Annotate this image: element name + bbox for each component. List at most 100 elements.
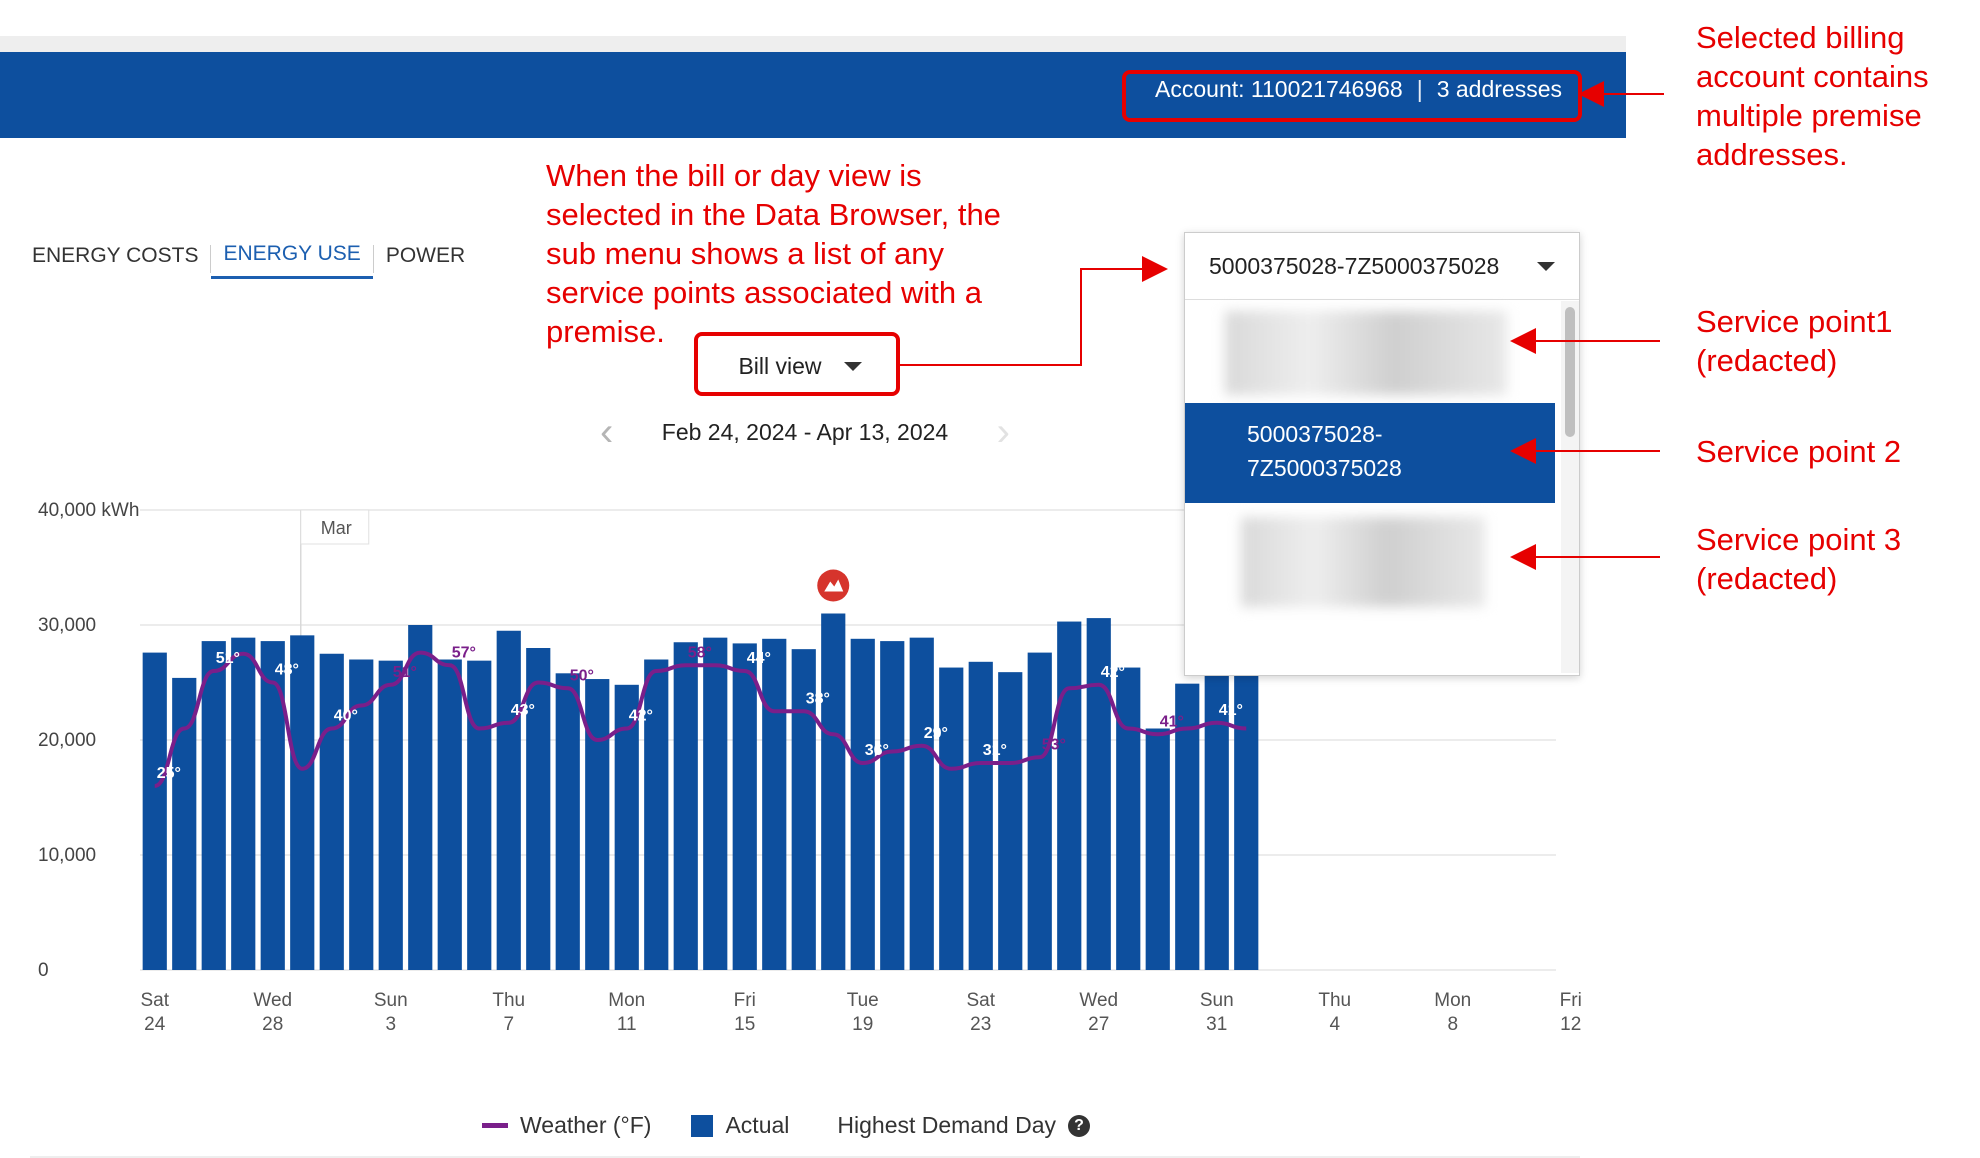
- y-tick-label: 40,000 kWh: [38, 500, 139, 521]
- chart-bar: [968, 661, 993, 970]
- x-tick-day: Sun: [374, 990, 408, 1011]
- x-tick-date: 24: [144, 1014, 166, 1035]
- account-indicator[interactable]: Account: 110021746968 | 3 addresses: [1155, 76, 1562, 103]
- chart-bar: [673, 642, 698, 970]
- service-point-2-option[interactable]: 5000375028- 7Z5000375028: [1185, 403, 1555, 503]
- x-tick-day: Thu: [1318, 990, 1351, 1011]
- x-tick-date: 8: [1447, 1014, 1458, 1035]
- date-range-nav: ‹ Feb 24, 2024 - Apr 13, 2024 ›: [600, 412, 1010, 452]
- legend-actual[interactable]: Actual: [691, 1112, 789, 1139]
- y-tick-label: 0: [38, 960, 49, 981]
- view-select-value: Bill view: [738, 352, 822, 379]
- service-point-3-redacted[interactable]: [1241, 517, 1485, 607]
- dropdown-scroll-thumb[interactable]: [1565, 307, 1575, 437]
- x-tick-date: 31: [1206, 1014, 1227, 1035]
- temperature-label: 50°: [570, 667, 594, 684]
- x-tick-date: 3: [385, 1014, 396, 1035]
- x-tick-date: 12: [1560, 1014, 1581, 1035]
- chart-bar: [290, 635, 315, 970]
- chart-bar: [1057, 621, 1082, 970]
- x-tick-date: 23: [970, 1014, 991, 1035]
- x-tick-date: 15: [734, 1014, 755, 1035]
- tab-power[interactable]: POWER: [385, 243, 466, 267]
- arrow-sp3-head: [1510, 544, 1536, 570]
- temperature-label: 51°: [393, 664, 417, 681]
- chart-bar: [850, 638, 875, 970]
- annotation-submenu: When the bill or day view is selected in…: [546, 158, 1001, 349]
- arrow-dropdown-head: [1142, 256, 1168, 282]
- legend-highest-demand[interactable]: Highest Demand Day ?: [837, 1112, 1091, 1139]
- x-tick-date: 19: [852, 1014, 873, 1035]
- service-point-1-redacted[interactable]: [1225, 311, 1507, 395]
- chart-bar: [1145, 728, 1170, 970]
- x-tick-date: 28: [262, 1014, 283, 1035]
- legend-weather-label: Weather (°F): [520, 1112, 652, 1138]
- view-select[interactable]: Bill view: [704, 338, 896, 394]
- chart-bar: [349, 659, 374, 970]
- chart-bar: [1027, 652, 1052, 970]
- temperature-label: 53°: [1042, 736, 1066, 753]
- chart-bar: [791, 649, 816, 970]
- help-icon[interactable]: ?: [1068, 1114, 1091, 1137]
- chart-bar: [732, 643, 757, 970]
- chevron-right-icon[interactable]: ›: [996, 410, 1010, 454]
- legend-actual-label: Actual: [725, 1112, 790, 1138]
- month-marker-label: Mar: [321, 518, 352, 538]
- chart-bar: [526, 648, 551, 970]
- x-tick-date: 27: [1088, 1014, 1109, 1035]
- chart-bar: [408, 625, 433, 970]
- temperature-label: 58°: [688, 644, 712, 661]
- chevron-down-icon: [1537, 261, 1555, 271]
- tab-divider: [210, 244, 212, 273]
- chart-bar: [939, 667, 964, 970]
- x-tick-day: Wed: [1079, 990, 1118, 1011]
- connector-vertical: [1080, 268, 1082, 366]
- temperature-label: 25°: [157, 765, 181, 782]
- annotation-service-point-2: Service point 2: [1696, 434, 1902, 469]
- legend-weather[interactable]: Weather (°F): [482, 1112, 651, 1139]
- chart-bar: [555, 673, 580, 970]
- x-tick-day: Wed: [253, 990, 292, 1011]
- annotation-service-point-3: Service point 3 (redacted): [1696, 522, 1902, 596]
- temperature-label: 44°: [747, 650, 771, 667]
- chart-bar: [201, 641, 226, 970]
- connector-top: [1080, 268, 1142, 270]
- weather-line: [154, 650, 1247, 788]
- tab-divider: [372, 244, 374, 273]
- chart-bar: [703, 637, 728, 970]
- temperature-label: 36°: [865, 742, 889, 759]
- chart-bar: [821, 613, 846, 970]
- service-point-dropdown[interactable]: 5000375028-7Z5000375028 5000375028- 7Z50…: [1184, 232, 1580, 676]
- view-tabs: ENERGY COSTS ENERGY USE POWER: [30, 238, 477, 279]
- chevron-down-icon: [843, 361, 862, 371]
- chart-bar: [644, 659, 669, 970]
- chart-bar: [1116, 667, 1141, 970]
- chart-bar: [142, 652, 167, 970]
- arrow-sp1-line: [1536, 340, 1660, 342]
- temperature-label: 31°: [983, 742, 1007, 759]
- x-tick-day: Tue: [847, 990, 879, 1011]
- annotation-service-point-1: Service point1 (redacted): [1696, 304, 1893, 378]
- date-range-label: Feb 24, 2024 - Apr 13, 2024: [661, 418, 949, 445]
- arrow-sp3-line: [1536, 556, 1660, 558]
- x-tick-date: 4: [1329, 1014, 1340, 1035]
- chart-legend: Weather (°F) Actual Highest Demand Day ?: [482, 1112, 1091, 1139]
- address-count[interactable]: 3 addresses: [1436, 76, 1562, 102]
- account-separator: |: [1416, 76, 1423, 102]
- arrow-account-line: [1602, 93, 1664, 95]
- highlight-account: [1122, 70, 1582, 122]
- service-point-selected: 5000375028-7Z5000375028: [1209, 252, 1500, 279]
- chart-bar: [496, 630, 521, 970]
- chart-bar: [762, 638, 787, 970]
- y-tick-label: 30,000: [38, 615, 96, 636]
- chart-bar: [998, 672, 1023, 970]
- temperature-label: 42°: [1101, 664, 1125, 681]
- chevron-left-icon[interactable]: ‹: [600, 410, 614, 454]
- tab-energy-use[interactable]: ENERGY USE: [211, 238, 373, 279]
- temperature-label: 29°: [924, 725, 948, 742]
- tab-energy-costs[interactable]: ENERGY COSTS: [32, 243, 199, 267]
- service-point-select[interactable]: 5000375028-7Z5000375028: [1185, 233, 1579, 300]
- chart-bar: [880, 641, 905, 970]
- x-tick-day: Mon: [1434, 990, 1471, 1011]
